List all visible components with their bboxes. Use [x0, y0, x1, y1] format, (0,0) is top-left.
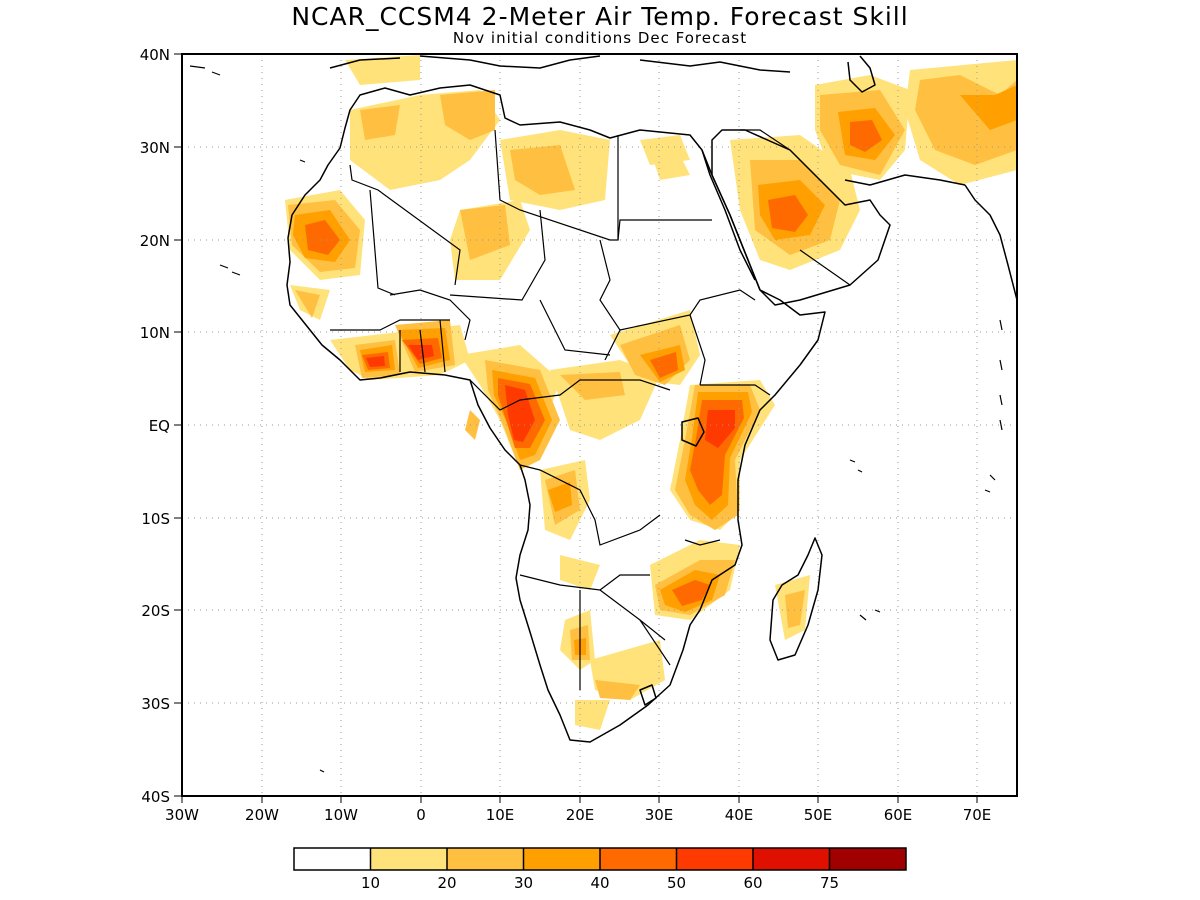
- lat-label-20n: 20N: [140, 232, 170, 250]
- colorbar-box-4: [600, 848, 677, 870]
- colorbar-box-6: [753, 848, 830, 870]
- lon-label-30w: 30W: [165, 806, 199, 824]
- islands: [189, 65, 1003, 773]
- colorbar-box-0: [294, 848, 371, 870]
- lat-label-30s: 30S: [141, 695, 170, 713]
- country-borders: [330, 129, 851, 690]
- colorbar-label-40: 40: [590, 874, 609, 892]
- colorbar-box-7: [829, 848, 906, 870]
- iran-coastline: [844, 174, 966, 186]
- india-coastline: [964, 184, 1017, 301]
- lon-label-70e: 70E: [963, 806, 992, 824]
- lon-label-10w: 10W: [324, 806, 358, 824]
- colorbar-label-50: 50: [667, 874, 686, 892]
- colorbar-box-3: [523, 848, 600, 870]
- lat-label-20s: 20S: [141, 602, 170, 620]
- colorbar-label-10: 10: [361, 874, 380, 892]
- lat-label-40n: 40N: [140, 46, 170, 64]
- coastlines: [286, 55, 1017, 743]
- lon-axis: 30W 20W 10W 0 10E 20E 30E 40E 50E 60E 70…: [165, 796, 991, 824]
- lon-label-10e: 10E: [486, 806, 515, 824]
- lon-label-30e: 30E: [645, 806, 674, 824]
- lesotho-outline: [639, 684, 657, 706]
- map-title: NCAR_CCSM4 2-Meter Air Temp. Forecast Sk…: [291, 2, 909, 31]
- lon-label-50e: 50E: [804, 806, 833, 824]
- lon-label-0: 0: [416, 806, 426, 824]
- colorbar: 10 20 30 40 50 60 75: [293, 847, 907, 892]
- lat-label-eq: EQ: [149, 417, 170, 435]
- colorbar-box-5: [676, 848, 753, 870]
- colorbar-box-2: [447, 848, 524, 870]
- lon-label-20e: 20E: [566, 806, 595, 824]
- colorbar-label-20: 20: [437, 874, 456, 892]
- skill-shading: [285, 55, 1017, 730]
- africa-coastline: [286, 84, 826, 743]
- lat-label-10n: 10N: [140, 324, 170, 342]
- madagascar-coastline: [769, 537, 823, 661]
- lat-label-30n: 30N: [140, 139, 170, 157]
- colorbar-box-1: [370, 848, 447, 870]
- lake-victoria: [681, 417, 705, 447]
- lat-label-40s: 40S: [141, 788, 170, 806]
- arabia-coastline: [711, 129, 891, 306]
- lon-label-40e: 40E: [725, 806, 754, 824]
- lon-label-60e: 60E: [884, 806, 913, 824]
- colorbar-label-60: 60: [743, 874, 762, 892]
- lat-label-10s: 10S: [141, 510, 170, 528]
- europe-coastline: [329, 55, 791, 73]
- lon-label-20w: 20W: [245, 806, 279, 824]
- colorbar-label-75: 75: [820, 874, 839, 892]
- caspian-coastline: [847, 55, 876, 93]
- map-subtitle: Nov initial conditions Dec Forecast: [452, 29, 748, 47]
- colorbar-label-30: 30: [514, 874, 533, 892]
- lat-axis: 40N 30N 20N 10N EQ 10S 20S 30S 40S: [140, 46, 182, 806]
- red-sea-coastline: [701, 149, 756, 281]
